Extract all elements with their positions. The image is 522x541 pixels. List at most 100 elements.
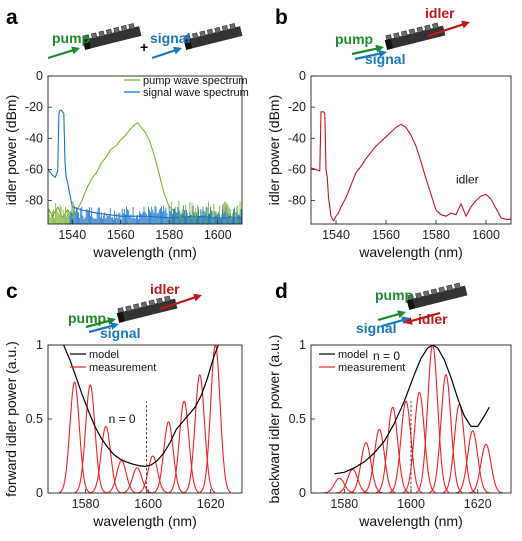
- waveguide-tooth: [90, 32, 98, 40]
- measurement-peak-5: [137, 455, 169, 493]
- measurement-peak-0: [322, 477, 356, 493]
- waveguide-tooth: [422, 290, 430, 298]
- signal-beam-arrow-line: [88, 324, 114, 334]
- measurement-peak-10: [455, 430, 490, 493]
- waveguide-tooth: [148, 299, 156, 307]
- pump-beam-arrow-head: [107, 317, 116, 325]
- n0-label: n = 0: [373, 349, 400, 363]
- measurement-peak-7: [415, 345, 450, 493]
- model-curve: [63, 345, 220, 467]
- waveguide-body: [384, 25, 446, 50]
- axes-frame: [310, 75, 512, 225]
- signal-beam-arrow-head: [173, 46, 182, 55]
- axes-frame: [47, 75, 243, 225]
- legend-entry-model: model: [338, 349, 368, 361]
- waveguide-tooth: [400, 30, 408, 38]
- waveguide-tooth: [191, 32, 199, 40]
- waveguide: [116, 295, 178, 323]
- x-tick-label: 1540: [58, 228, 86, 242]
- x-tick-label: 1580: [330, 497, 358, 511]
- waveguide-tooth: [438, 286, 446, 294]
- measurement-peak-4: [375, 406, 410, 493]
- pump-beam-arrow-head: [375, 44, 384, 53]
- waveguide-tooth: [105, 28, 113, 36]
- plot-area: [58, 345, 232, 493]
- series-line-0: [311, 111, 511, 222]
- pump-beam-label: pump: [375, 287, 413, 303]
- signal-beam-label: signal: [100, 325, 140, 341]
- y-tick-label: -40: [25, 131, 43, 145]
- waveguide-facet: [82, 38, 92, 50]
- waveguide-body: [82, 26, 142, 50]
- x-tick-label: 1600: [472, 228, 500, 242]
- panel-label: b: [275, 6, 288, 29]
- waveguide-tooth: [393, 32, 400, 40]
- idler-beam-arrow-head: [193, 293, 202, 302]
- waveguide-tooth: [125, 305, 132, 313]
- plus-sign: +: [140, 39, 148, 55]
- waveguide-body: [183, 26, 243, 50]
- series-line-1: [48, 109, 242, 219]
- plot-area: [48, 109, 242, 224]
- waveguide-tooth: [120, 25, 128, 32]
- waveguide-tooth: [446, 284, 453, 292]
- measurement-peak-9: [442, 403, 476, 493]
- pump-beam-arrow-line: [47, 48, 75, 60]
- pump-beam-arrow-line: [351, 47, 379, 56]
- legend-entry: signal wave spectrum: [143, 87, 249, 99]
- waveguide-body: [406, 285, 468, 310]
- x-tick-label: 1560: [107, 228, 135, 242]
- y-tick-label: -20: [25, 100, 43, 114]
- legend-entry-measurement: measurement: [89, 362, 156, 374]
- y-tick-label: 0: [36, 69, 43, 83]
- pump-beam-arrow-line: [377, 312, 401, 322]
- pump-beam-arrow-head: [71, 46, 80, 55]
- y-tick-label: -80: [25, 194, 43, 208]
- waveguide-tooth: [206, 28, 214, 36]
- x-tick-label: 1580: [422, 228, 450, 242]
- idler-beam-arrow-line: [409, 311, 441, 323]
- signal-beam-arrow-line: [354, 52, 382, 61]
- y-tick-label: -80: [288, 194, 306, 208]
- idler-beam-arrow-line: [427, 22, 465, 38]
- waveguide-tooth: [128, 23, 135, 30]
- panel-label: d: [275, 280, 288, 303]
- measurement-peak-1: [74, 384, 106, 493]
- measurement-peak-6: [402, 391, 436, 493]
- measurement-peak-0: [58, 381, 91, 493]
- signal-beam-label: signal: [356, 320, 396, 336]
- x-tick-label: 1580: [155, 228, 183, 242]
- panel-label: c: [6, 280, 18, 303]
- y-tick-label: 0: [299, 69, 306, 83]
- x-axis-label: wavelength (nm): [92, 513, 197, 529]
- idler-beam-label: idler: [418, 311, 448, 327]
- waveguide-tooth: [156, 297, 163, 305]
- signal-beam-arrow-line: [381, 318, 405, 328]
- waveguide-facet: [183, 38, 193, 50]
- waveguide-tooth: [221, 25, 229, 32]
- y-tick-label: 0: [36, 486, 43, 500]
- model-curve: [334, 345, 490, 475]
- y-tick-label: -60: [25, 162, 43, 176]
- waveguide-facet: [116, 311, 126, 323]
- signal-beam-arrow-head: [110, 322, 119, 330]
- y-axis-label: idler power (dBm): [266, 95, 282, 205]
- x-tick-label: 1600: [134, 497, 162, 511]
- measurement-peak-2: [90, 425, 122, 493]
- x-tick-label: 1540: [322, 228, 350, 242]
- measurement-peak-8: [183, 374, 216, 493]
- x-axis-label: wavelength (nm): [358, 244, 463, 260]
- waveguide-tooth: [229, 23, 236, 30]
- x-axis-label: wavelength (nm): [358, 513, 463, 529]
- measurement-peak-8: [429, 374, 463, 493]
- x-tick-label: 1620: [464, 497, 492, 511]
- x-tick-label: 1600: [397, 497, 425, 511]
- pump-beam-label: pump: [335, 31, 373, 47]
- legend-entry-model: model: [89, 349, 119, 361]
- waveguide-tooth: [113, 26, 120, 34]
- panel-a: a pump +signal 1540 1560 1580 1600 -80 -60 -40 -20…: [3, 6, 249, 260]
- waveguide-body: [116, 298, 178, 323]
- pump-beam-arrow-line: [85, 319, 111, 329]
- pump-beam-label: pump: [68, 310, 106, 326]
